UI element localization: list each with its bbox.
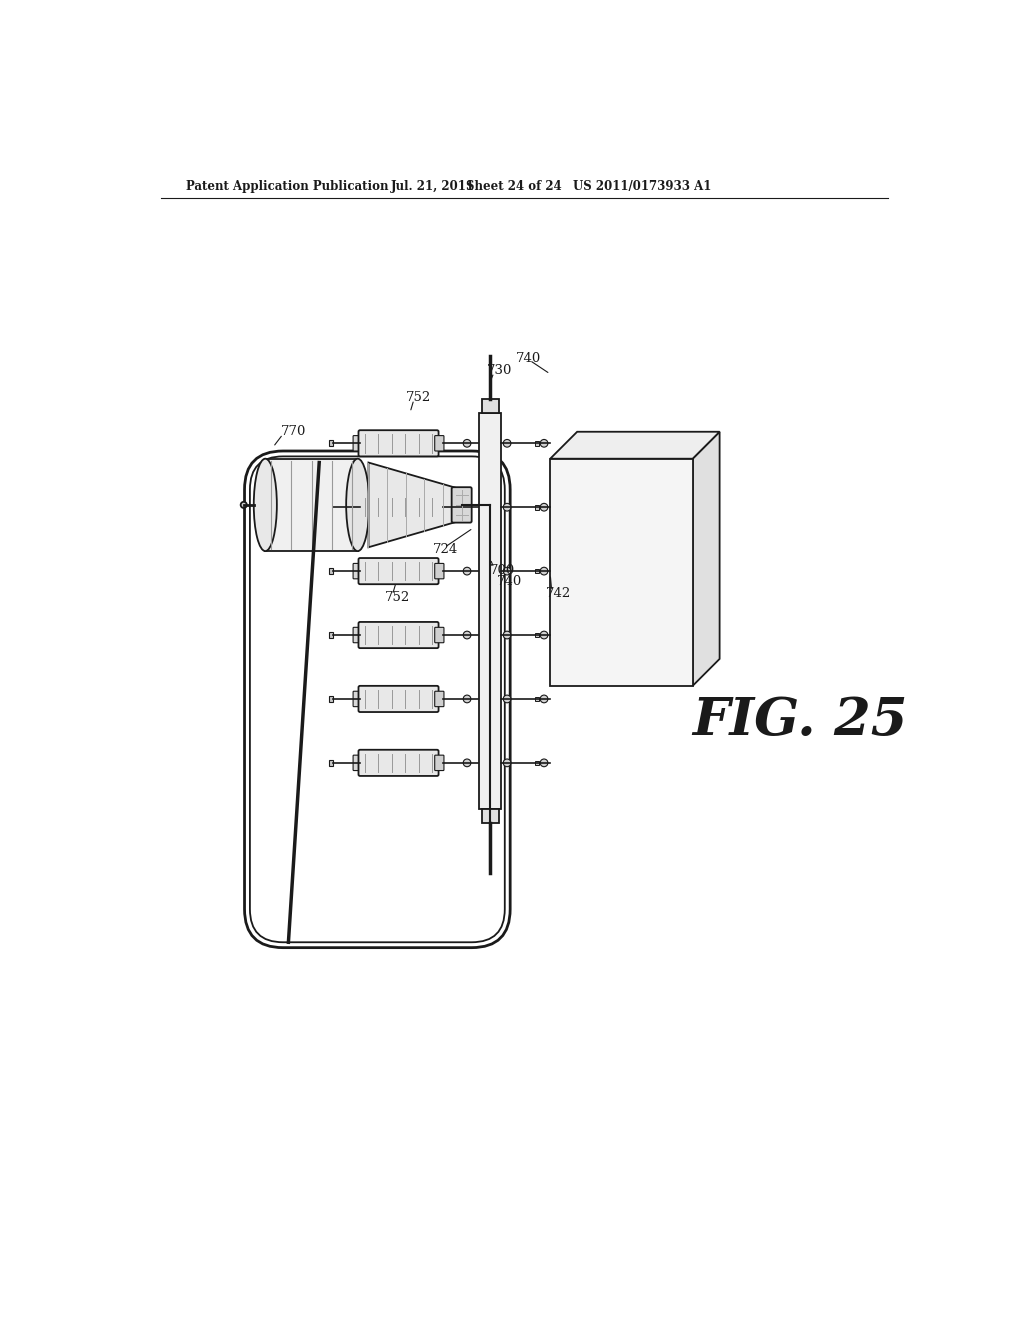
Text: US 2011/0173933 A1: US 2011/0173933 A1 (573, 181, 712, 194)
Bar (330, 760, 333, 766)
FancyBboxPatch shape (452, 487, 472, 523)
FancyBboxPatch shape (353, 627, 362, 643)
FancyBboxPatch shape (435, 499, 444, 515)
Bar (535, 441, 539, 446)
Bar (330, 441, 333, 446)
Ellipse shape (346, 459, 370, 552)
FancyBboxPatch shape (353, 436, 362, 451)
Circle shape (503, 503, 511, 511)
Bar (481, 809, 499, 822)
Text: 740: 740 (515, 352, 541, 366)
FancyBboxPatch shape (353, 499, 362, 515)
FancyBboxPatch shape (435, 436, 444, 451)
Circle shape (541, 503, 548, 511)
FancyBboxPatch shape (435, 627, 444, 643)
Text: FIG. 25: FIG. 25 (692, 696, 908, 746)
FancyBboxPatch shape (358, 622, 438, 648)
FancyBboxPatch shape (435, 564, 444, 579)
Bar (330, 632, 333, 638)
FancyBboxPatch shape (358, 558, 438, 585)
Text: 752: 752 (385, 591, 410, 603)
Text: 742: 742 (547, 587, 571, 601)
Text: Patent Application Publication: Patent Application Publication (186, 181, 388, 194)
Text: Sheet 24 of 24: Sheet 24 of 24 (466, 181, 561, 194)
Circle shape (541, 568, 548, 576)
Circle shape (503, 440, 511, 447)
Bar (535, 697, 539, 701)
FancyBboxPatch shape (435, 692, 444, 706)
Bar (265, 459, 357, 552)
Circle shape (503, 631, 511, 639)
Text: 724: 724 (433, 543, 459, 556)
Bar (330, 504, 333, 511)
Bar (330, 696, 333, 702)
FancyBboxPatch shape (358, 750, 438, 776)
Circle shape (503, 696, 511, 702)
Circle shape (463, 759, 471, 767)
Bar (535, 632, 539, 638)
Bar (550, 459, 692, 686)
Circle shape (541, 696, 548, 702)
FancyBboxPatch shape (353, 692, 362, 706)
Bar (535, 569, 539, 573)
Bar (481, 399, 499, 412)
Circle shape (463, 503, 471, 511)
FancyBboxPatch shape (435, 755, 444, 771)
Bar (535, 504, 539, 510)
FancyBboxPatch shape (358, 430, 438, 457)
Polygon shape (692, 432, 720, 686)
Circle shape (463, 696, 471, 702)
Circle shape (541, 631, 548, 639)
Ellipse shape (254, 459, 276, 552)
Bar (535, 760, 539, 766)
Text: 770: 770 (281, 425, 306, 438)
Polygon shape (550, 432, 720, 459)
FancyBboxPatch shape (353, 755, 362, 771)
Text: 752: 752 (407, 391, 431, 404)
Circle shape (503, 568, 511, 576)
FancyBboxPatch shape (353, 564, 362, 579)
Circle shape (541, 759, 548, 767)
Circle shape (503, 759, 511, 767)
Circle shape (463, 440, 471, 447)
Bar (330, 568, 333, 574)
Bar (479, 413, 501, 809)
Polygon shape (369, 462, 462, 548)
Text: 740: 740 (497, 576, 522, 589)
Circle shape (463, 631, 471, 639)
FancyBboxPatch shape (358, 494, 438, 520)
Ellipse shape (241, 502, 247, 508)
FancyBboxPatch shape (358, 686, 438, 711)
Circle shape (541, 440, 548, 447)
Text: Jul. 21, 2011: Jul. 21, 2011 (391, 181, 475, 194)
Text: 700: 700 (489, 564, 515, 577)
Circle shape (463, 568, 471, 576)
Text: 730: 730 (487, 363, 512, 376)
